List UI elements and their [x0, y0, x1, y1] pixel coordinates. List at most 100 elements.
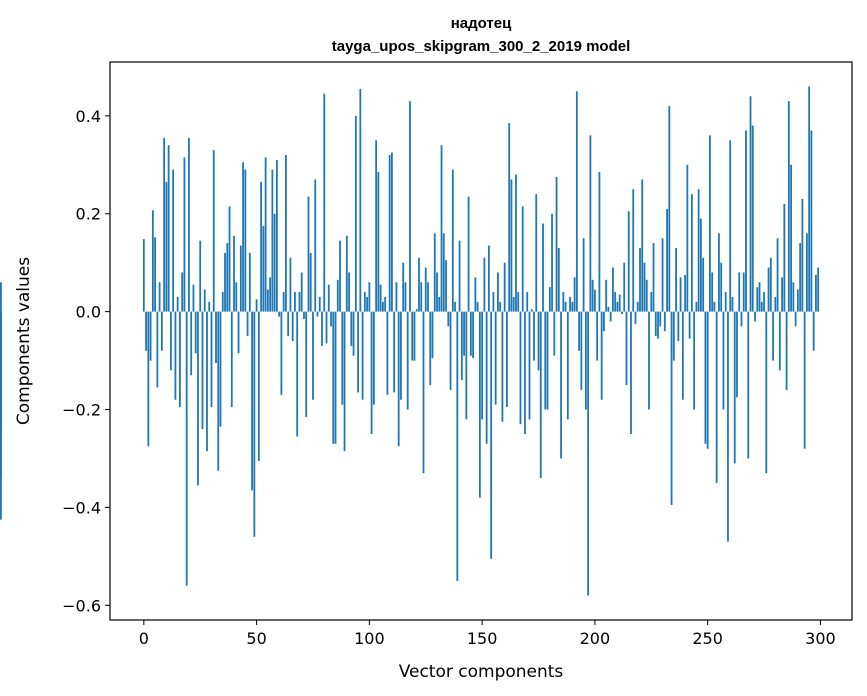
x-tick-label: 200 [580, 629, 611, 648]
bar [0, 282, 2, 312]
bar [781, 277, 783, 312]
bar [282, 292, 285, 312]
bar [391, 152, 393, 312]
bar [438, 296, 441, 312]
bar [641, 179, 644, 312]
chart-title-line-1: надотец [451, 15, 512, 32]
bar [650, 292, 653, 312]
bar [145, 311, 147, 351]
bar [718, 233, 720, 312]
y-tick-label: 0.2 [76, 205, 101, 224]
bar [271, 169, 274, 312]
bar [427, 282, 429, 312]
bar [174, 311, 177, 400]
bar [661, 238, 664, 312]
bar [418, 257, 420, 312]
bar [361, 311, 364, 400]
bar [451, 169, 454, 312]
bar [621, 311, 623, 315]
bar [584, 311, 587, 410]
bar [575, 91, 578, 312]
bar [154, 237, 156, 312]
bar [657, 311, 659, 339]
bar [720, 262, 723, 312]
bar [248, 252, 251, 312]
bar [386, 311, 389, 395]
bar [815, 274, 817, 312]
bar [345, 235, 348, 312]
bar [309, 252, 312, 312]
bar [402, 262, 405, 312]
bar [560, 311, 562, 459]
bar [278, 311, 281, 317]
x-tick-label: 300 [805, 629, 836, 648]
bar [578, 311, 580, 351]
bar [316, 311, 319, 317]
bar [648, 311, 650, 410]
bar [548, 287, 551, 312]
bar [749, 96, 752, 312]
bar [805, 233, 808, 312]
bar [589, 135, 592, 312]
bar [224, 252, 226, 312]
bar [330, 311, 332, 327]
bar [413, 311, 416, 361]
bar [210, 311, 213, 408]
bar [803, 311, 806, 449]
bar [463, 311, 465, 356]
bar [336, 279, 339, 312]
bar [731, 296, 734, 312]
bar [363, 292, 366, 312]
bar [745, 130, 747, 312]
bar [262, 225, 265, 312]
y-axis-ticks: 0.4 0.2 0.0 −0.2 −0.4 −0.6 [62, 107, 110, 615]
bar [147, 311, 150, 447]
bar [431, 311, 434, 359]
bar [379, 284, 382, 312]
bar [785, 311, 788, 390]
bar [607, 306, 610, 312]
bar [751, 125, 754, 312]
bar [623, 262, 626, 312]
bar [397, 311, 400, 447]
bar [756, 287, 759, 312]
bar [156, 311, 159, 388]
bar [636, 301, 639, 312]
bar [663, 311, 666, 332]
bar [199, 240, 202, 312]
bar [318, 296, 321, 312]
bar [230, 311, 233, 408]
chart-title: надотец tayga_upos_skipgram_300_2_2019 m… [332, 15, 631, 55]
bar [478, 311, 481, 498]
bar [296, 311, 299, 437]
bar [704, 311, 707, 444]
bar [323, 93, 326, 312]
x-tick-label: 50 [246, 629, 266, 648]
bar [169, 311, 172, 371]
bar [343, 311, 346, 452]
bar [767, 267, 770, 312]
bar [747, 311, 750, 459]
bar [537, 311, 540, 371]
bar [530, 309, 533, 312]
bar [699, 218, 702, 312]
bar [652, 243, 655, 312]
bar [456, 311, 459, 581]
bar [339, 240, 341, 312]
bar [659, 311, 662, 327]
bar [160, 311, 163, 351]
bar [672, 311, 675, 361]
bar [366, 296, 368, 312]
bar [774, 296, 777, 312]
bar [280, 311, 283, 395]
bar [557, 248, 560, 312]
bar [181, 272, 184, 312]
bar [544, 311, 547, 410]
bar [260, 181, 262, 312]
bar [481, 311, 484, 420]
bar [738, 272, 741, 312]
bar [625, 311, 628, 386]
y-tick-label: −0.6 [62, 596, 101, 615]
bar [733, 311, 736, 464]
